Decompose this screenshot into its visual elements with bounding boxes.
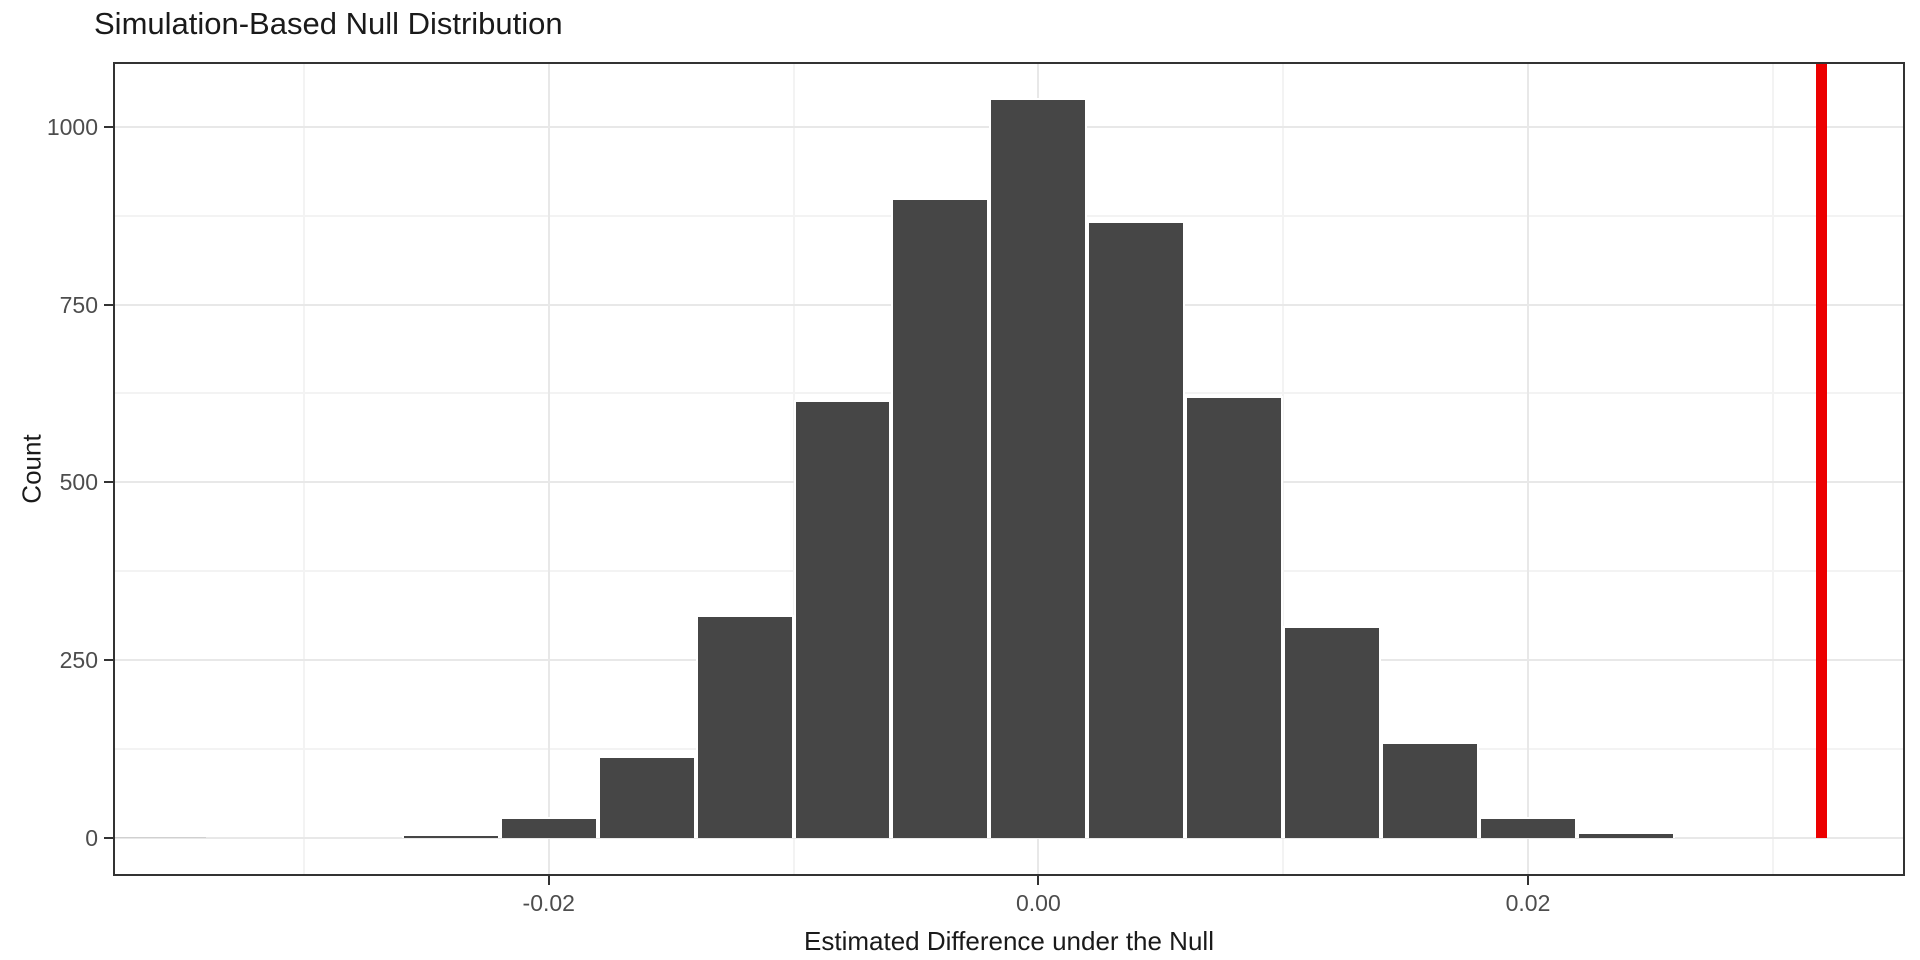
x-axis-tick <box>1037 876 1040 885</box>
x-axis-title: Estimated Difference under the Null <box>804 926 1214 956</box>
histogram-bar <box>891 197 990 838</box>
histogram-bar <box>1576 832 1675 838</box>
histogram-bar <box>401 833 500 838</box>
histogram-bar <box>1283 626 1382 838</box>
gridline-x-minor <box>1282 62 1285 876</box>
gridline-x-minor <box>302 62 305 876</box>
x-axis-tick <box>1526 876 1529 885</box>
x-tick-label: 0.02 <box>1505 890 1551 916</box>
y-axis-tick <box>104 659 113 662</box>
histogram-bar <box>1381 741 1480 838</box>
gridline-x-major <box>1526 62 1529 876</box>
chart-title: Simulation-Based Null Distribution <box>94 6 563 41</box>
gridline-x-minor <box>1771 62 1774 876</box>
observed-stat-line <box>1816 62 1828 838</box>
y-axis-tick <box>104 303 113 306</box>
histogram-bar <box>597 756 696 838</box>
y-axis-tick <box>104 481 113 484</box>
histogram-bar <box>793 399 892 838</box>
y-tick-label: 750 <box>59 291 98 318</box>
histogram-bar <box>1087 220 1186 838</box>
histogram-bar <box>1185 395 1284 838</box>
y-axis-tick <box>104 125 113 128</box>
histogram-bar <box>695 615 794 838</box>
x-tick-label: 0.00 <box>1015 890 1061 916</box>
histogram-bar <box>499 816 598 838</box>
y-tick-label: 0 <box>85 824 98 851</box>
histogram-bar <box>113 836 207 838</box>
x-axis-tick <box>547 876 550 885</box>
gridline-x-major <box>547 62 550 876</box>
y-tick-label: 1000 <box>46 113 98 140</box>
histogram-bar <box>1479 816 1577 838</box>
gridline-y-major <box>113 836 1905 839</box>
plot-panel <box>113 62 1905 876</box>
y-tick-label: 250 <box>59 647 98 674</box>
y-axis-tick <box>104 836 113 839</box>
histogram-bar <box>989 98 1088 838</box>
y-tick-label: 500 <box>59 469 98 496</box>
x-tick-label: -0.02 <box>522 890 575 916</box>
